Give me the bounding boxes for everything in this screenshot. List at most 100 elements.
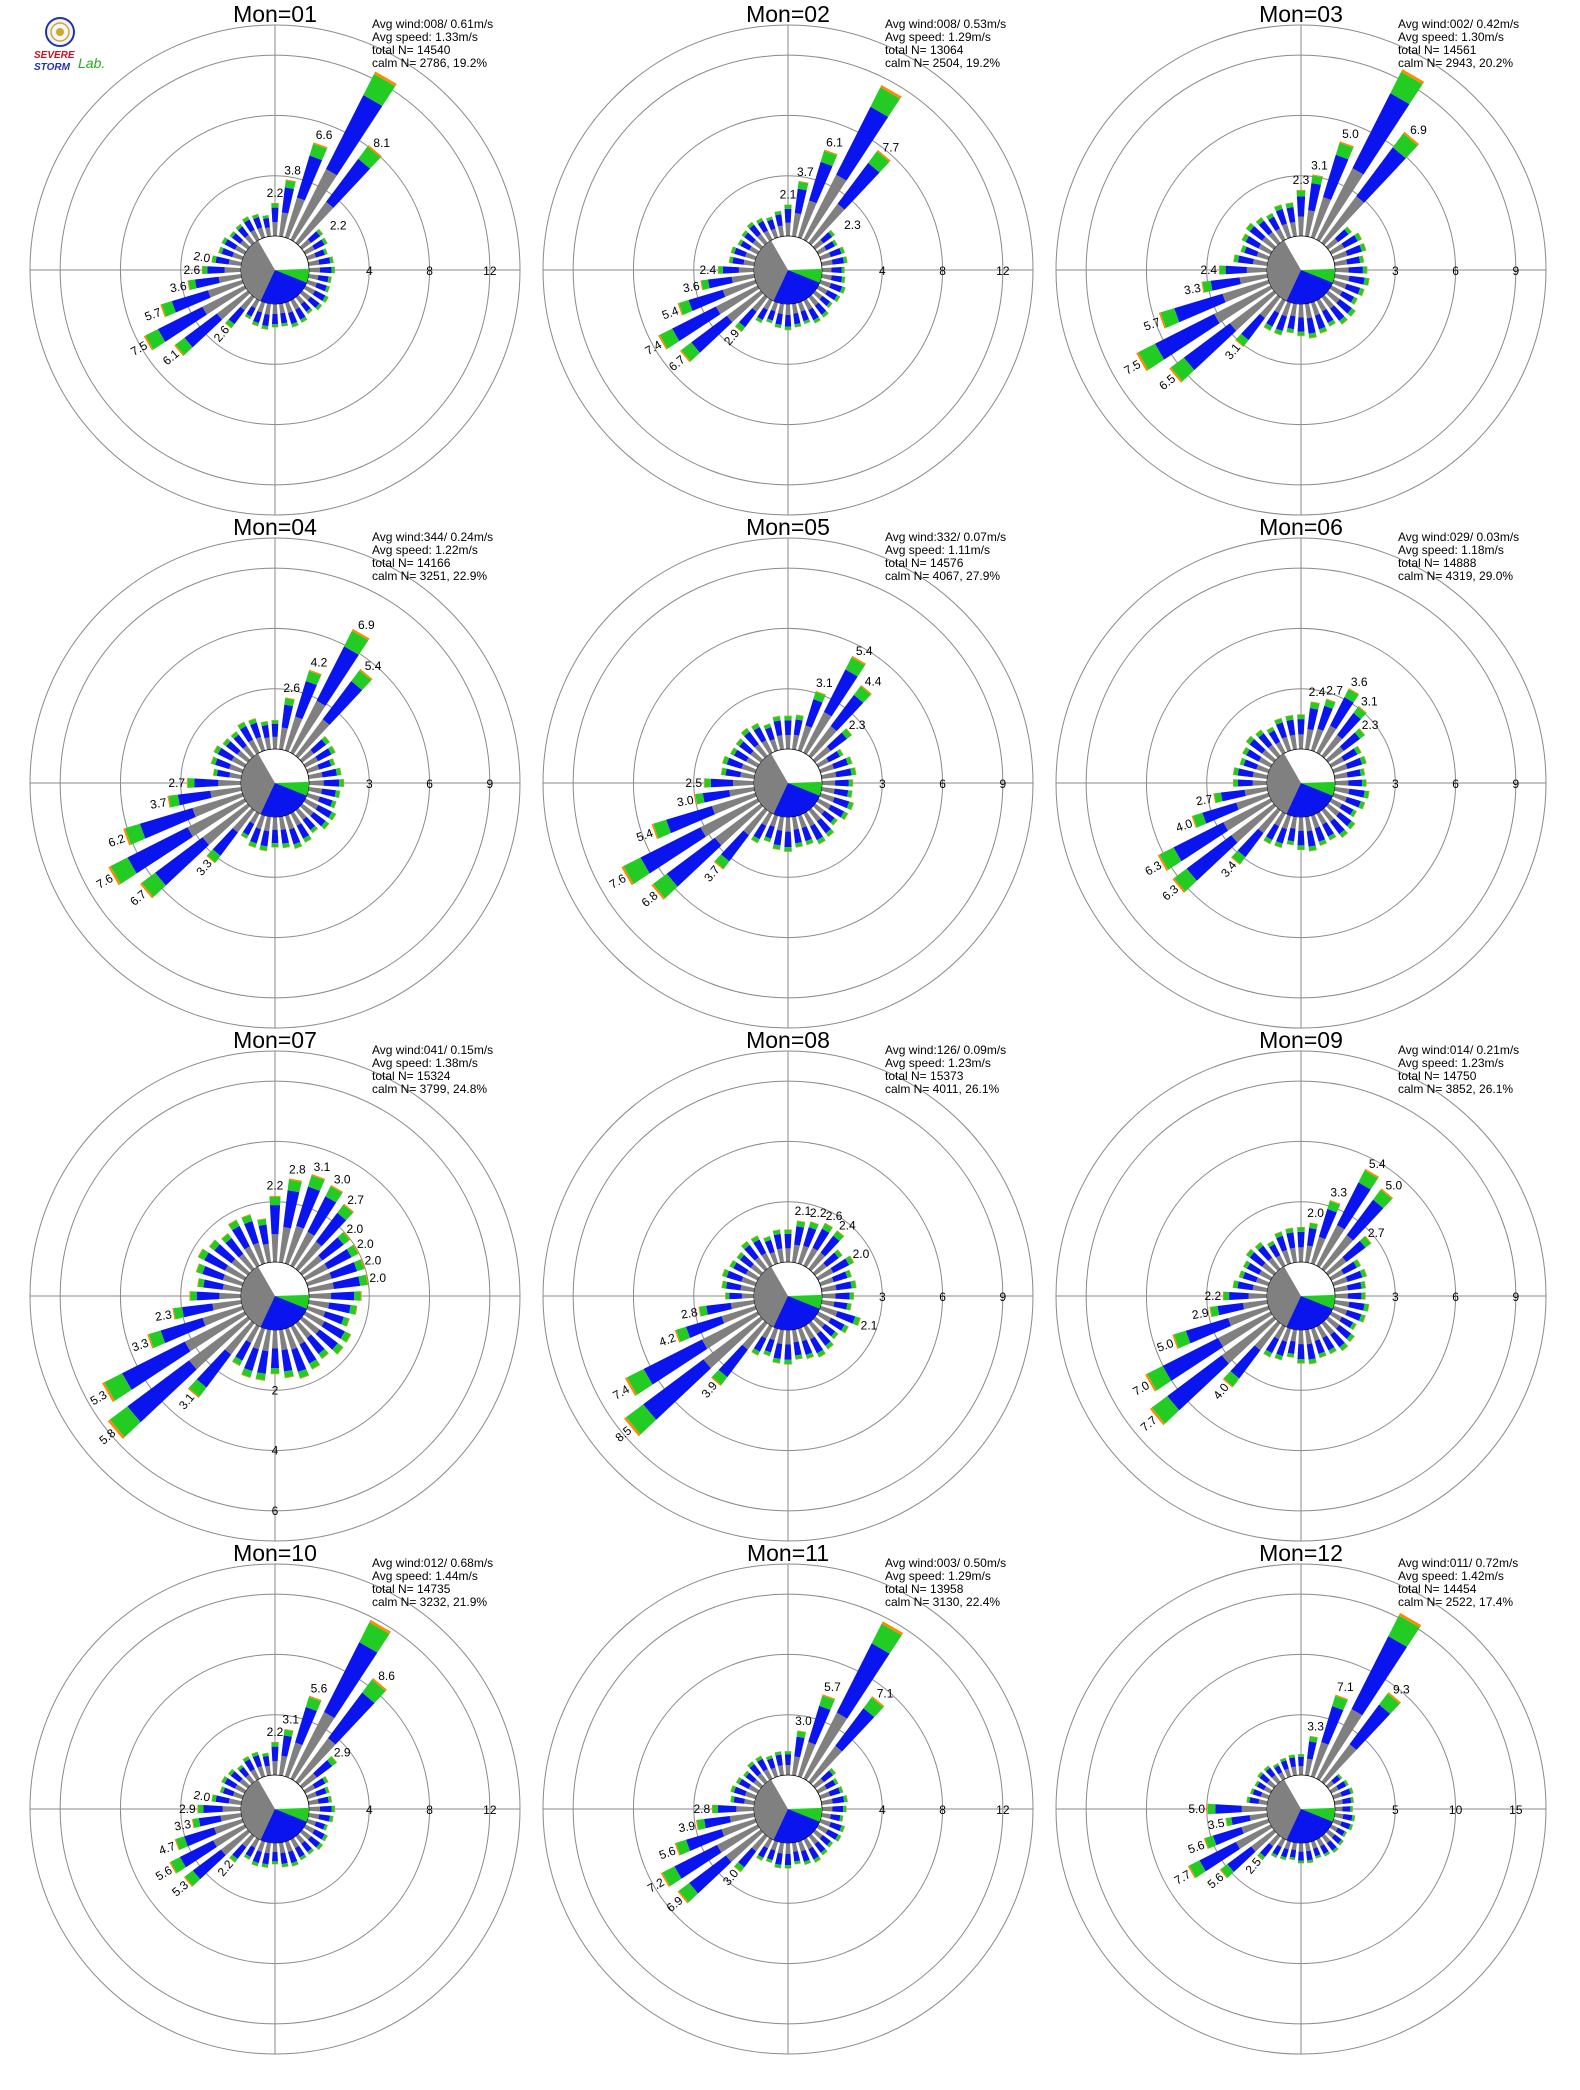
petal-speed-max: [700, 280, 703, 291]
petal-speed-high: [730, 1785, 736, 1793]
petal-speed-high: [322, 248, 328, 255]
petal-speed-max: [1263, 840, 1271, 845]
petal-speed-high: [243, 1854, 251, 1860]
petal-speed-mid: [793, 1851, 801, 1862]
petal-speed-low: [1325, 1829, 1335, 1838]
petal-speed-max: [831, 1767, 837, 1774]
petal-speed-mid: [280, 312, 288, 324]
petal-speed-max: [795, 1358, 803, 1360]
petal-value-label: 5.6: [311, 1681, 328, 1695]
petal-speed-low: [1252, 258, 1268, 266]
petal-speed-high: [848, 779, 853, 787]
petal-speed-low: [769, 814, 779, 827]
petal-speed-high: [846, 801, 854, 810]
petal-speed-max: [695, 1819, 699, 1831]
panel-stat-line: calm N= 3232, 21.9%: [372, 1595, 487, 1609]
petal-speed-max: [360, 1258, 366, 1270]
petal-speed-max: [746, 221, 753, 227]
petal-speed-low: [184, 1311, 247, 1352]
petal-speed-low: [716, 1824, 760, 1853]
petal-speed-max: [1330, 1350, 1337, 1355]
petal-value-label: 2.0: [1307, 1206, 1324, 1220]
panel-title: Mon=01: [233, 1, 317, 27]
panel-stat-line: total N= 14888: [1398, 556, 1477, 570]
petal-speed-max: [730, 747, 735, 754]
petal-speed-mid: [1337, 712, 1361, 740]
petal-speed-mid: [710, 778, 733, 788]
petal-speed-mid: [1336, 811, 1352, 827]
petal-speed-low: [1316, 1837, 1325, 1847]
petal-speed-low: [797, 301, 806, 312]
petal-speed-high: [1353, 706, 1367, 720]
petal-speed-high: [283, 1729, 294, 1737]
petal-speed-high: [228, 1768, 235, 1776]
petal-speed-high: [1343, 1779, 1349, 1787]
ring-tick-label: 9: [1513, 264, 1520, 278]
petal-speed-max: [242, 1755, 249, 1760]
petal-speed-low: [1310, 1327, 1320, 1341]
petal-speed-low: [754, 1257, 768, 1272]
petal-value-label: 3.3: [1330, 1185, 1347, 1199]
petal-speed-max: [765, 1860, 772, 1864]
petal-speed-max: [332, 758, 336, 765]
petal-speed-max: [1357, 232, 1363, 240]
petal-speed-mid: [1249, 226, 1266, 241]
panel-stat-line: Avg wind:344/ 0.24m/s: [372, 530, 493, 544]
petal-speed-high: [1390, 71, 1423, 105]
petal-speed-max: [1201, 281, 1205, 293]
petal-speed-high: [1173, 1330, 1191, 1349]
petal-speed-max: [722, 755, 726, 764]
petal-value-label: 3.7: [149, 795, 168, 812]
petal-speed-max: [187, 280, 190, 291]
petal-speed-max: [353, 1244, 360, 1254]
petal-speed-mid: [321, 788, 337, 798]
petal-speed-mid: [835, 1310, 856, 1324]
petal-speed-high: [662, 1866, 682, 1887]
petal-speed-low: [262, 1243, 271, 1263]
panel-stat-line: calm N= 4319, 29.0%: [1398, 569, 1513, 583]
petal-speed-low: [224, 1320, 255, 1355]
petal-value-label: 5.0: [1155, 1336, 1176, 1355]
petal-speed-low: [785, 222, 791, 237]
petal-speed-mid: [1336, 1324, 1352, 1339]
petal-speed-max: [1274, 1231, 1282, 1235]
petal-speed-max: [1350, 310, 1356, 317]
calm-blue-sector: [260, 1296, 307, 1330]
petal-speed-mid: [1339, 803, 1354, 816]
calm-green-sector: [1301, 268, 1335, 283]
petal-speed-mid: [764, 1338, 775, 1353]
petal-speed-high: [737, 239, 744, 246]
petal-speed-low: [1252, 780, 1268, 786]
petal-speed-low: [1281, 814, 1292, 830]
petal-speed-low: [1305, 1245, 1313, 1263]
petal-speed-mid: [814, 302, 827, 315]
petal-speed-low: [812, 290, 823, 300]
petal-speed-low: [819, 764, 835, 774]
calm-gray-sector: [1267, 753, 1301, 817]
petal-speed-low: [792, 212, 802, 237]
petal-speed-mid: [1306, 317, 1316, 334]
calm-green-sector: [788, 1294, 822, 1309]
petal-speed-mid: [738, 1778, 751, 1790]
panel-stat-line: total N= 15373: [885, 1069, 964, 1083]
petal-speed-low: [234, 245, 247, 255]
petal-value-label: 2.3: [154, 1307, 173, 1324]
petal-speed-mid: [1268, 730, 1281, 745]
petal-speed-high: [282, 842, 290, 848]
petal-speed-high: [293, 842, 303, 849]
petal-speed-high: [284, 180, 296, 189]
petal-speed-mid: [720, 830, 749, 862]
petal-speed-max: [1320, 330, 1328, 334]
petal-speed-low: [279, 816, 286, 831]
ring-tick-label: 15: [1509, 1803, 1523, 1817]
petal-speed-max: [262, 214, 269, 217]
wind-rose-9: 3 6 95.45.03.32.02.77.07.75.02.92.24.0Mon=…: [1055, 1027, 1547, 1542]
petal-speed-low: [290, 1324, 305, 1345]
petal-speed-mid: [1321, 1705, 1344, 1745]
petal-speed-max: [703, 778, 705, 788]
petal-speed-mid: [323, 779, 340, 787]
petal-speed-mid: [1347, 1282, 1362, 1291]
petal-speed-high: [1297, 331, 1305, 336]
petal-speed-low: [303, 1311, 325, 1327]
